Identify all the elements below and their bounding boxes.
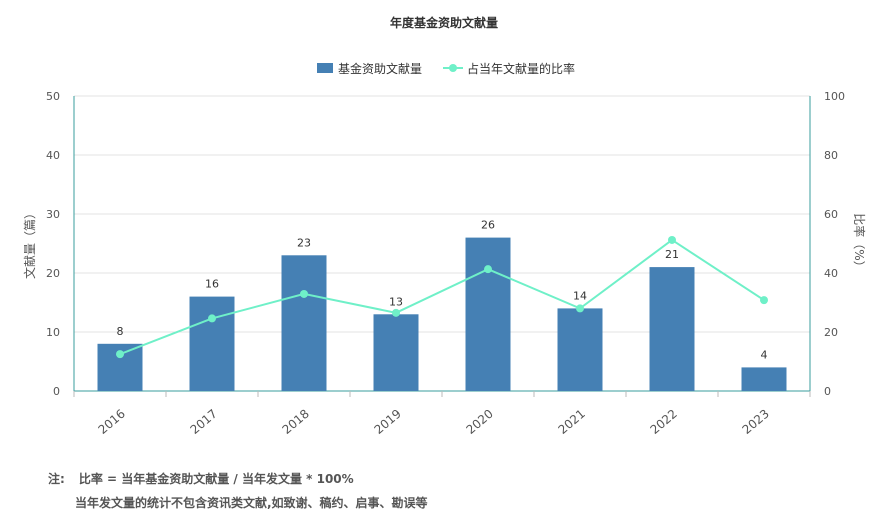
gridlines [74, 95, 810, 333]
y-axis-title-right: 比率（%） [852, 213, 867, 272]
x-tick-label: 2019 [372, 407, 404, 437]
footnote-line-1: 注: 比率 = 当年基金资助文献量 / 当年发文量 * 100% [48, 470, 354, 487]
ratio-point[interactable] [116, 350, 124, 359]
x-tick-label: 2023 [740, 407, 772, 437]
bar-data-label: 13 [389, 295, 403, 308]
y-tick-left: 40 [46, 149, 60, 162]
y-tick-left: 50 [46, 90, 60, 103]
x-axis-ticks: 2016 2017 2018 2019 2020 2021 2022 2023 [96, 407, 772, 437]
data-labels: 8 16 23 13 26 14 21 4 [117, 219, 768, 362]
x-tick-label: 2020 [464, 407, 496, 437]
legend-item-bar[interactable]: 基金资助文献量 [317, 61, 422, 76]
y-tick-right: 60 [824, 208, 838, 221]
legend-label-bar: 基金资助文献量 [338, 61, 422, 76]
ratio-line [116, 235, 768, 359]
y-tick-right: 40 [824, 267, 838, 280]
ratio-point[interactable] [392, 308, 400, 317]
legend-item-line[interactable]: 占当年文献量的比率 [443, 61, 575, 76]
bar[interactable] [465, 237, 511, 391]
y-tick-left: 0 [53, 385, 60, 398]
ratio-point[interactable] [208, 314, 216, 323]
bar[interactable] [649, 267, 695, 391]
x-tick-label: 2021 [556, 407, 588, 437]
legend-marker-line [449, 64, 457, 72]
x-tick-label: 2018 [280, 407, 312, 437]
ratio-point[interactable] [760, 296, 768, 305]
ratio-line-path [119, 238, 765, 356]
bar-data-label: 26 [481, 219, 495, 232]
footnote-text-2: 当年发文量的统计不包含资讯类文献,如致谢、稿约、启事、勘误等 [75, 496, 428, 510]
ratio-point[interactable] [576, 304, 584, 313]
bar-data-label: 21 [665, 248, 679, 261]
bar[interactable] [373, 314, 419, 391]
bar[interactable] [557, 308, 603, 391]
y-tick-left: 20 [46, 267, 60, 280]
y-tick-right: 80 [824, 149, 838, 162]
y-tick-left: 30 [46, 208, 60, 221]
footnote-line-2: 当年发文量的统计不包含资讯类文献,如致谢、稿约、启事、勘误等 [75, 494, 428, 511]
legend-swatch-bar [317, 63, 333, 73]
x-tick-label: 2017 [188, 407, 220, 437]
bar-data-label: 14 [573, 289, 587, 302]
ratio-point[interactable] [484, 265, 492, 274]
x-tick-label: 2022 [648, 407, 680, 437]
bar-data-label: 8 [117, 325, 124, 338]
chart-title: 年度基金资助文献量 [390, 15, 498, 30]
footnote-prefix: 注: [48, 472, 65, 486]
footnote-text-1: 比率 = 当年基金资助文献量 / 当年发文量 * 100% [78, 472, 354, 486]
bar[interactable] [189, 296, 235, 391]
bar-data-label: 16 [205, 278, 219, 291]
ratio-point[interactable] [300, 289, 308, 298]
ratio-point[interactable] [668, 235, 676, 244]
bar[interactable] [741, 367, 787, 391]
bar[interactable] [281, 255, 327, 391]
y-axis-title-left: 文献量（篇） [22, 207, 37, 279]
bar-data-label: 4 [761, 348, 768, 361]
legend: 基金资助文献量 占当年文献量的比率 [317, 61, 575, 76]
legend-label-line: 占当年文献量的比率 [467, 61, 575, 76]
y-tick-right: 0 [824, 385, 831, 398]
y-tick-right: 20 [824, 326, 838, 339]
bar-data-label: 23 [297, 236, 311, 249]
y-tick-right: 100 [824, 90, 845, 103]
axes: 0 10 20 30 40 50 0 20 40 60 80 100 [46, 90, 845, 398]
y-tick-left: 10 [46, 326, 60, 339]
x-tick-label: 2016 [96, 407, 128, 437]
bars [97, 237, 787, 391]
